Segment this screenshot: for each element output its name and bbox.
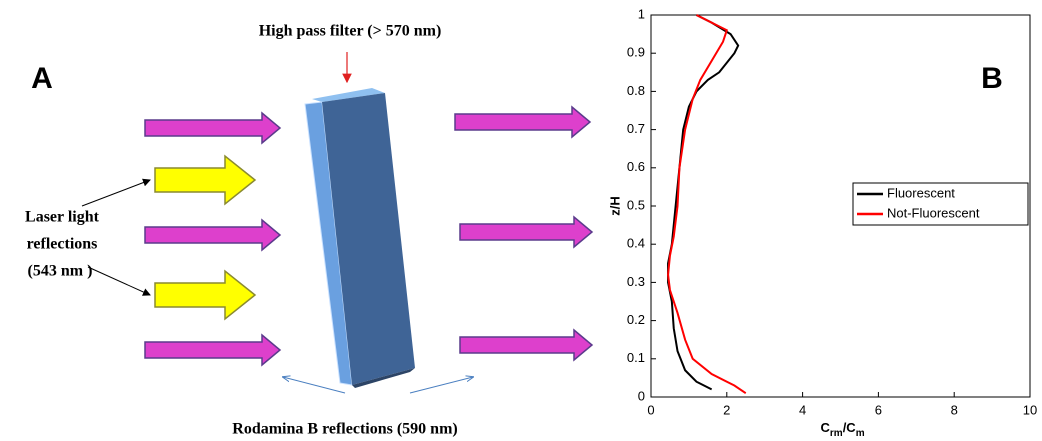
x-tick-label: 8 bbox=[951, 402, 958, 417]
panel-label: B bbox=[981, 62, 1003, 95]
y-tick-label: 1 bbox=[638, 6, 645, 21]
y-tick-label: 0.6 bbox=[627, 159, 645, 174]
beam-arrow bbox=[455, 107, 590, 137]
y-tick-label: 0 bbox=[638, 388, 645, 403]
y-tick-label: 0.9 bbox=[627, 45, 645, 60]
y-tick-label: 0.7 bbox=[627, 121, 645, 136]
pointer-arrow bbox=[410, 377, 473, 393]
y-tick-label: 0.4 bbox=[627, 236, 645, 251]
beam-arrow bbox=[460, 217, 592, 247]
x-tick-label: 4 bbox=[799, 402, 806, 417]
rodamina-label: Rodamina B reflections (590 nm) bbox=[232, 421, 457, 438]
beam-arrow bbox=[145, 220, 280, 250]
beam-arrow bbox=[155, 271, 255, 319]
x-axis-label-part: /C bbox=[843, 420, 857, 435]
x-tick-label: 6 bbox=[875, 402, 882, 417]
figure: A High pass filter (> 570 nm) Laser ligh… bbox=[0, 0, 1042, 441]
x-tick-label: 10 bbox=[1023, 402, 1037, 417]
beam-arrow bbox=[145, 113, 280, 143]
beam-arrow bbox=[460, 330, 592, 360]
x-axis-label: Crm/Cm bbox=[821, 420, 865, 438]
laser-label: Laser light bbox=[25, 209, 100, 226]
pointer-arrow bbox=[283, 377, 345, 393]
x-axis-label-part: m bbox=[856, 428, 865, 439]
laser-label: (543 nm ) bbox=[28, 263, 93, 280]
laser-label: reflections bbox=[27, 236, 98, 253]
pointer-arrow bbox=[88, 267, 150, 295]
filter bbox=[305, 88, 415, 388]
pointer-arrow bbox=[82, 180, 150, 206]
diagram: A High pass filter (> 570 nm) Laser ligh… bbox=[25, 23, 592, 438]
y-axis-label: z/H bbox=[607, 196, 622, 216]
beam-arrow bbox=[145, 335, 280, 365]
x-tick-label: 0 bbox=[647, 402, 654, 417]
panel-label: A bbox=[31, 62, 53, 95]
filter-label: High pass filter (> 570 nm) bbox=[259, 23, 442, 40]
x-axis-label-part: rm bbox=[830, 428, 843, 439]
x-tick-label: 2 bbox=[723, 402, 730, 417]
y-tick-label: 0.8 bbox=[627, 83, 645, 98]
y-tick-label: 0.3 bbox=[627, 274, 645, 289]
beam-arrow bbox=[155, 156, 255, 204]
legend-label: Not-Fluorescent bbox=[887, 205, 980, 220]
legend-label: Fluorescent bbox=[887, 185, 955, 200]
y-tick-label: 0.2 bbox=[627, 312, 645, 327]
y-tick-label: 0.5 bbox=[627, 197, 645, 212]
y-tick-label: 0.1 bbox=[627, 350, 645, 365]
